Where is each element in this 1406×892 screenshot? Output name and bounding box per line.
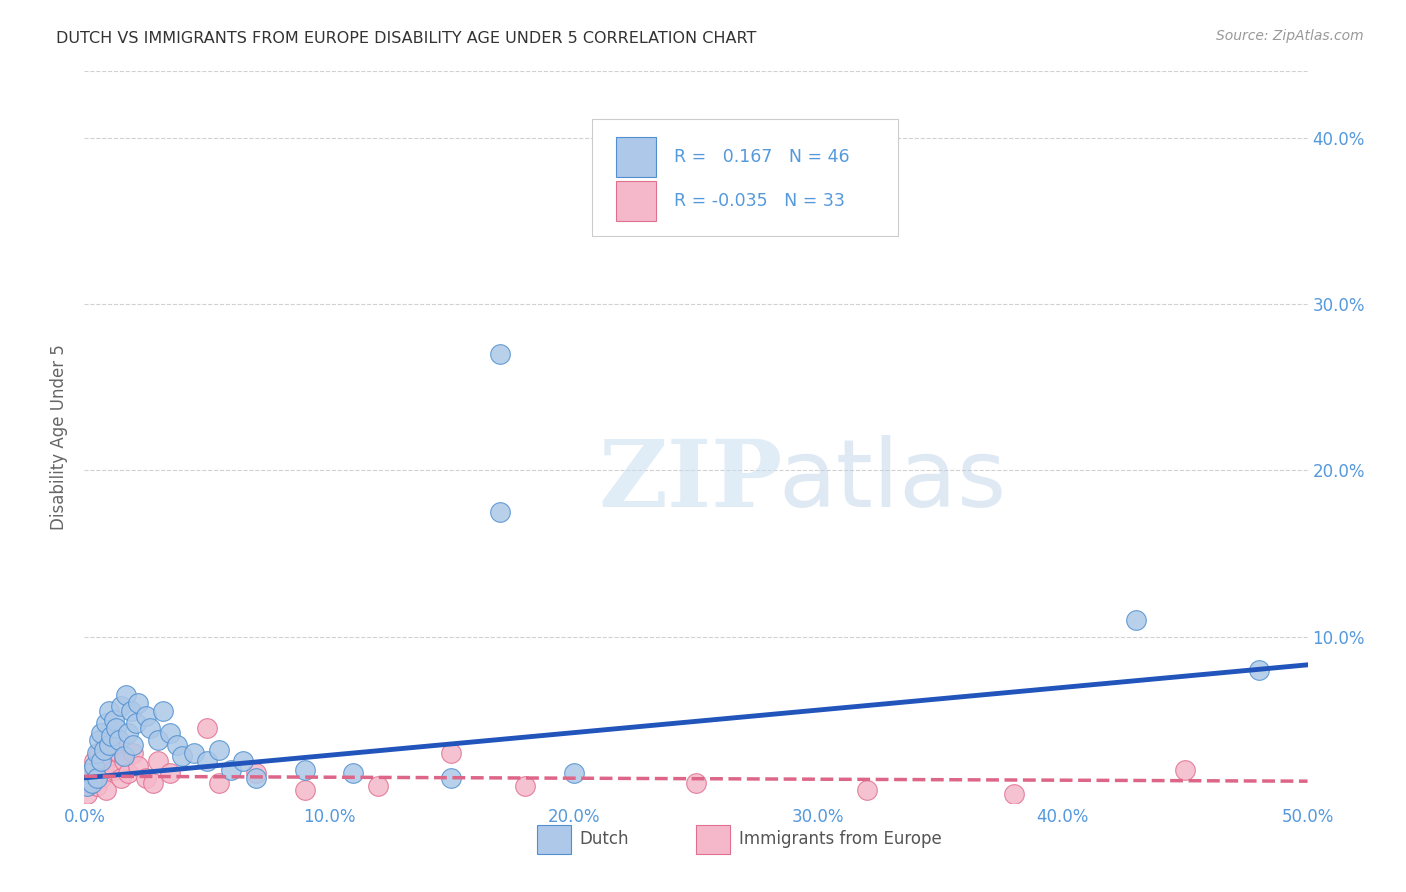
Point bbox=[440, 771, 463, 785]
Point bbox=[103, 713, 125, 727]
Point bbox=[112, 749, 135, 764]
Point bbox=[232, 754, 254, 768]
Point bbox=[1174, 763, 1197, 777]
Point bbox=[87, 732, 110, 747]
Point bbox=[195, 721, 218, 735]
Point bbox=[152, 705, 174, 719]
Text: R = -0.035   N = 33: R = -0.035 N = 33 bbox=[673, 192, 845, 210]
Point bbox=[135, 709, 157, 723]
Text: DUTCH VS IMMIGRANTS FROM EUROPE DISABILITY AGE UNDER 5 CORRELATION CHART: DUTCH VS IMMIGRANTS FROM EUROPE DISABILI… bbox=[56, 31, 756, 46]
Point bbox=[1247, 663, 1270, 677]
Point bbox=[110, 771, 132, 785]
Point bbox=[76, 779, 98, 793]
Point bbox=[440, 746, 463, 760]
Point bbox=[86, 771, 108, 785]
Text: Dutch: Dutch bbox=[579, 830, 630, 848]
Point bbox=[103, 763, 125, 777]
Point bbox=[90, 754, 112, 768]
Point bbox=[172, 749, 194, 764]
Point bbox=[208, 776, 231, 790]
Point bbox=[83, 759, 105, 773]
Point bbox=[80, 776, 103, 790]
Text: ZIP: ZIP bbox=[598, 436, 782, 526]
Point bbox=[183, 746, 205, 760]
Point bbox=[294, 763, 316, 777]
Point bbox=[87, 746, 110, 760]
Point bbox=[93, 742, 115, 756]
Point bbox=[93, 759, 115, 773]
Point bbox=[159, 726, 181, 740]
Point bbox=[856, 782, 879, 797]
Point bbox=[110, 699, 132, 714]
Point bbox=[97, 749, 120, 764]
Point bbox=[208, 742, 231, 756]
Point bbox=[90, 726, 112, 740]
FancyBboxPatch shape bbox=[616, 181, 655, 221]
Point bbox=[562, 765, 585, 780]
Point bbox=[127, 696, 149, 710]
FancyBboxPatch shape bbox=[537, 825, 571, 854]
Point bbox=[96, 782, 118, 797]
FancyBboxPatch shape bbox=[696, 825, 730, 854]
Point bbox=[127, 759, 149, 773]
Point bbox=[105, 721, 128, 735]
Point bbox=[97, 705, 120, 719]
Point bbox=[120, 705, 142, 719]
Point bbox=[107, 732, 129, 747]
Point bbox=[1002, 788, 1025, 802]
Point bbox=[112, 754, 135, 768]
Point bbox=[115, 688, 138, 702]
Point bbox=[1125, 613, 1147, 627]
Point bbox=[685, 776, 707, 790]
Point bbox=[245, 771, 267, 785]
Point bbox=[100, 738, 122, 752]
Point bbox=[117, 765, 139, 780]
Point bbox=[97, 738, 120, 752]
Point bbox=[489, 347, 512, 361]
Point bbox=[96, 716, 118, 731]
Text: R =   0.167   N = 46: R = 0.167 N = 46 bbox=[673, 148, 849, 166]
Point bbox=[100, 729, 122, 743]
Point bbox=[159, 765, 181, 780]
Point bbox=[86, 746, 108, 760]
Point bbox=[80, 765, 103, 780]
Point bbox=[219, 763, 242, 777]
Point bbox=[342, 765, 364, 780]
Point bbox=[117, 726, 139, 740]
Text: Immigrants from Europe: Immigrants from Europe bbox=[738, 830, 942, 848]
Text: Source: ZipAtlas.com: Source: ZipAtlas.com bbox=[1216, 29, 1364, 43]
Text: atlas: atlas bbox=[778, 435, 1007, 527]
Point bbox=[83, 754, 105, 768]
Point bbox=[76, 788, 98, 802]
Point bbox=[294, 782, 316, 797]
Point bbox=[86, 779, 108, 793]
Point bbox=[195, 754, 218, 768]
Point bbox=[122, 738, 145, 752]
Point bbox=[146, 732, 169, 747]
FancyBboxPatch shape bbox=[592, 119, 898, 235]
Point bbox=[146, 754, 169, 768]
Y-axis label: Disability Age Under 5: Disability Age Under 5 bbox=[49, 344, 67, 530]
Point bbox=[142, 776, 165, 790]
Point bbox=[125, 716, 148, 731]
Point bbox=[135, 771, 157, 785]
Point bbox=[107, 746, 129, 760]
Point bbox=[367, 779, 389, 793]
Point bbox=[166, 738, 188, 752]
FancyBboxPatch shape bbox=[616, 137, 655, 178]
Point bbox=[77, 776, 100, 790]
Point bbox=[77, 765, 100, 780]
Point bbox=[245, 765, 267, 780]
Point bbox=[489, 505, 512, 519]
Point bbox=[139, 721, 162, 735]
Point bbox=[122, 746, 145, 760]
Point bbox=[90, 771, 112, 785]
Point bbox=[513, 779, 536, 793]
